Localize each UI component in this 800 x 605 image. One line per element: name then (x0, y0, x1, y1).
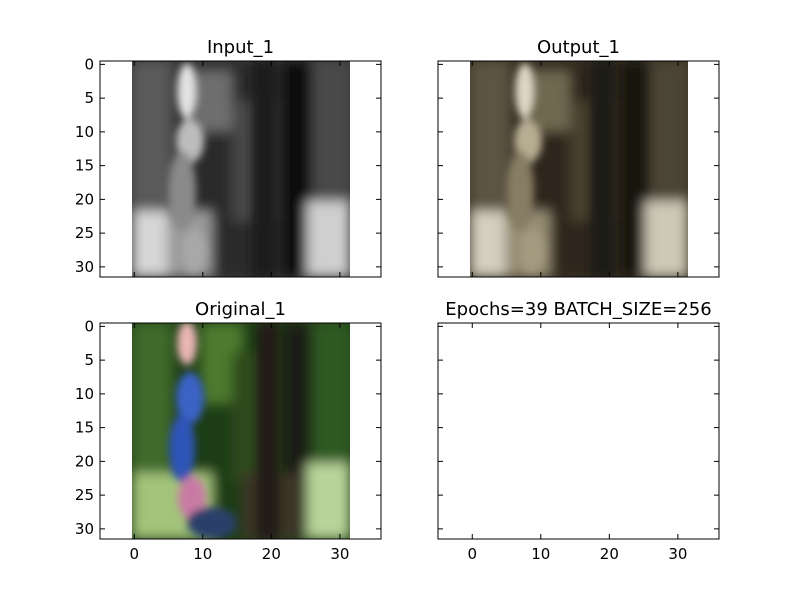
subplot-epochs: Epochs=39 BATCH_SIZE=256 0 10 20 30 (437, 299, 720, 563)
y-tick-label: 30 (75, 258, 94, 276)
subplot-title: Input_1 (207, 37, 274, 58)
y-tick-label: 10 (75, 123, 94, 141)
y-tick-label: 10 (75, 385, 94, 403)
x-tick-label: 20 (600, 545, 619, 563)
axes-frame (99, 322, 382, 540)
y-tick-label: 0 (84, 55, 94, 73)
x-tick-label: 10 (193, 545, 212, 563)
y-tick-label: 15 (75, 157, 94, 175)
subplot-title: Epochs=39 BATCH_SIZE=256 (445, 299, 711, 320)
image-input (132, 61, 350, 277)
x-tick-label: 10 (531, 545, 550, 563)
y-tick-label: 30 (75, 520, 94, 538)
image-output (470, 61, 688, 277)
subplot-output: Output_1 (437, 37, 720, 278)
subplot-input: Input_1 (75, 37, 382, 278)
axes-frame (437, 322, 720, 540)
x-tick-label: 30 (330, 545, 349, 563)
y-tick-label: 20 (75, 452, 94, 470)
y-tick-label: 15 (75, 419, 94, 437)
axes-frame (99, 60, 382, 278)
x-tick-label: 0 (129, 545, 139, 563)
subplot-title: Original_1 (195, 299, 286, 320)
x-tick-label: 0 (467, 545, 477, 563)
y-tick-label: 25 (75, 224, 94, 242)
y-tick-label: 20 (75, 190, 94, 208)
subplot-title: Output_1 (537, 37, 620, 58)
x-tick-label: 30 (668, 545, 687, 563)
image-original (132, 323, 350, 539)
subplot-original: Original_1 (75, 299, 382, 563)
y-tick-label: 25 (75, 486, 94, 504)
axes-frame (437, 60, 720, 278)
y-tick-label: 0 (84, 317, 94, 335)
x-tick-label: 20 (262, 545, 281, 563)
y-tick-label: 5 (84, 89, 94, 107)
y-tick-label: 5 (84, 351, 94, 369)
